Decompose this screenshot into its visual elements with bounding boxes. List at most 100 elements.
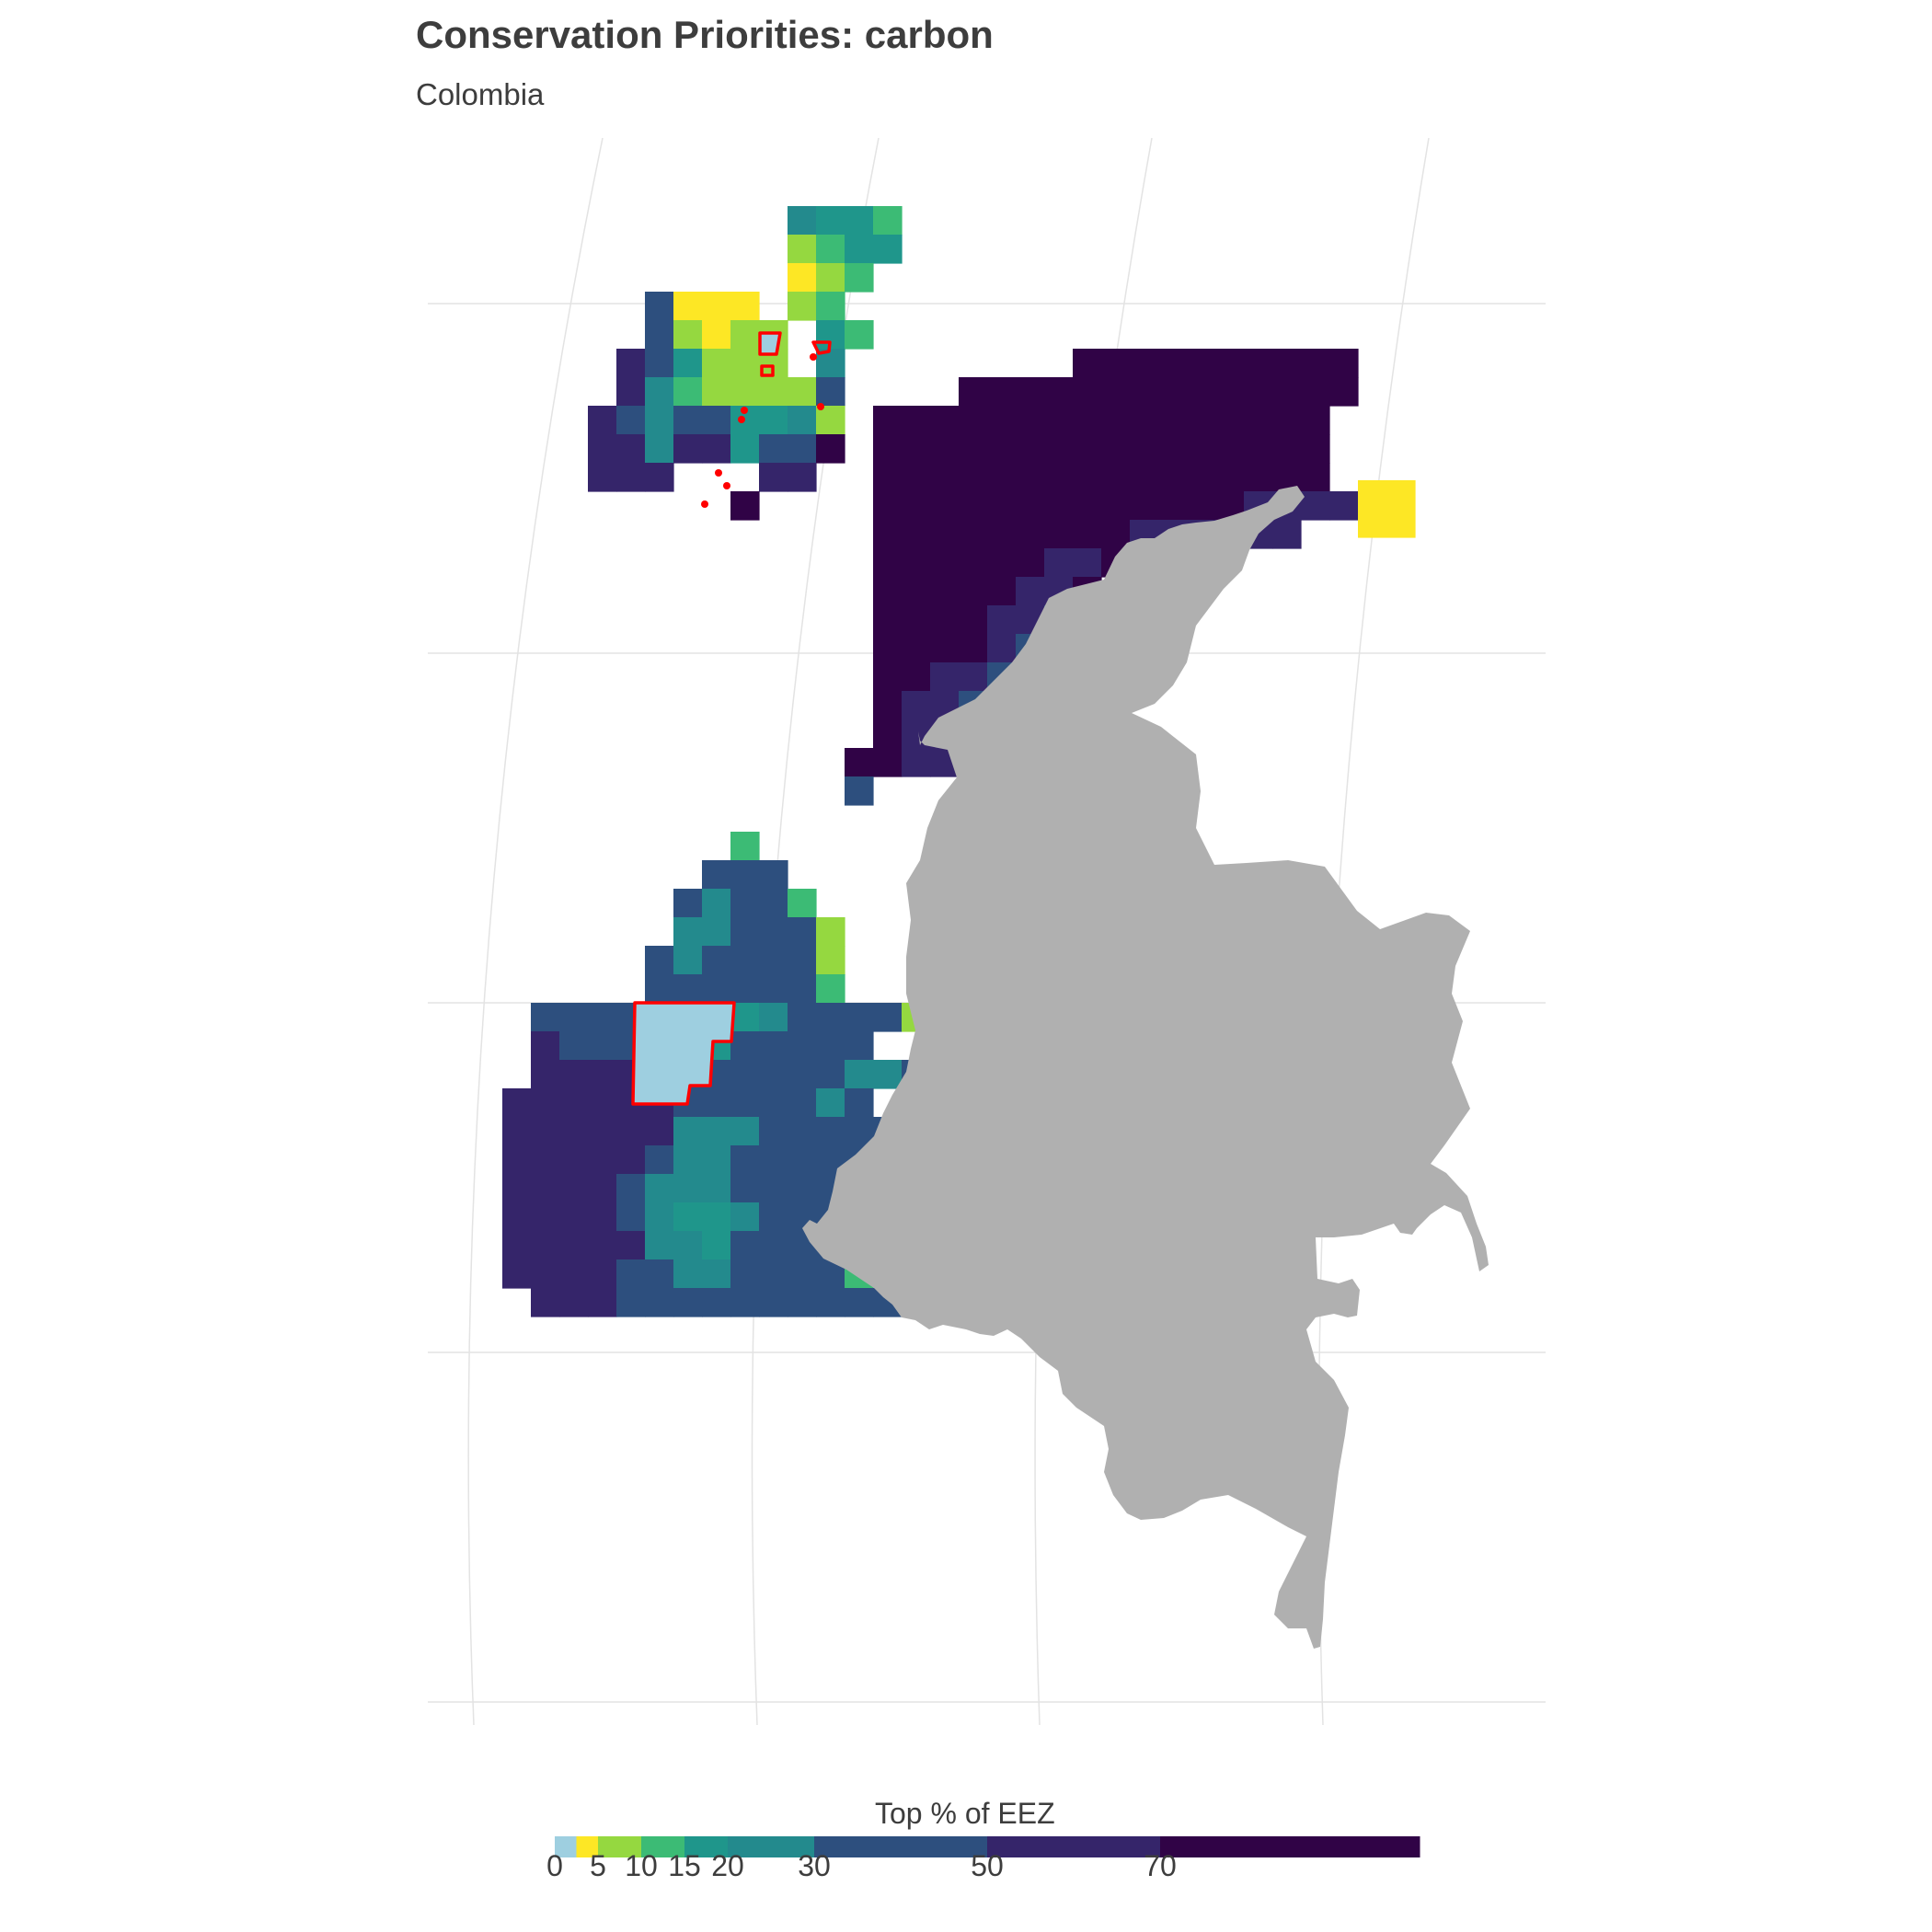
grid-cell <box>559 1031 589 1061</box>
grid-cell <box>1272 349 1302 378</box>
grid-cell <box>730 1202 760 1232</box>
grid-cell <box>673 889 703 918</box>
grid-cell <box>788 1145 817 1175</box>
grid-cell <box>645 406 674 435</box>
grid-cell <box>702 406 731 435</box>
grid-cell <box>788 1288 817 1317</box>
grid-cell <box>645 320 674 350</box>
grid-cell <box>1158 377 1188 407</box>
grid-cell <box>730 491 760 521</box>
grid-cell <box>588 1145 617 1175</box>
grid-cell <box>502 1259 532 1289</box>
grid-cell <box>588 1003 617 1032</box>
grid-cell <box>730 1231 760 1260</box>
grid-cell <box>673 320 703 350</box>
grid-cell <box>673 1174 703 1203</box>
grid-cell <box>902 491 931 521</box>
grid-cell <box>1329 349 1359 378</box>
legend-bin <box>684 1836 729 1857</box>
grid-cell <box>588 1031 617 1061</box>
grid-cell <box>1215 463 1245 492</box>
legend-tick-label: 50 <box>971 1849 1004 1882</box>
grid-cell <box>1272 406 1302 435</box>
grid-cell <box>702 377 731 407</box>
grid-cell <box>673 974 703 1004</box>
grid-cell <box>588 1117 617 1146</box>
grid-cell <box>588 1060 617 1089</box>
grid-cell <box>1073 434 1102 464</box>
grid-cell <box>788 1031 817 1061</box>
grid-cell <box>816 292 845 321</box>
grid-cell <box>845 320 874 350</box>
grid-cell <box>788 1003 817 1032</box>
grid-cell <box>987 548 1017 578</box>
grid-cell <box>1073 491 1102 521</box>
map-subtitle: Colombia <box>416 77 545 111</box>
grid-cell <box>788 974 817 1004</box>
grid-cell <box>673 349 703 378</box>
grid-cell <box>1101 463 1131 492</box>
grid-cell <box>531 1288 560 1317</box>
protected-area-dot <box>741 407 748 414</box>
grid-cell <box>1244 349 1273 378</box>
legend-bin <box>814 1836 988 1857</box>
grid-cell <box>816 1088 845 1118</box>
grid-cell <box>616 1174 646 1203</box>
grid-cell <box>1244 434 1273 464</box>
priority-grid <box>502 206 1416 1317</box>
grid-cell <box>616 1231 646 1260</box>
grid-cell <box>702 1288 731 1317</box>
grid-cell <box>759 406 788 435</box>
grid-cell <box>788 1060 817 1089</box>
grid-cell <box>616 434 646 464</box>
grid-cell <box>816 1288 845 1317</box>
grid-cell <box>502 1088 532 1118</box>
grid-cell <box>1044 491 1074 521</box>
grid-cell <box>502 1231 532 1260</box>
legend-bin <box>641 1836 685 1857</box>
legend-bin <box>555 1836 577 1857</box>
legend-title: Top % of EEZ <box>875 1797 1055 1830</box>
grid-cell <box>788 406 817 435</box>
grid-cell <box>1044 520 1074 549</box>
grid-cell <box>959 662 988 692</box>
grid-cell <box>1301 377 1330 407</box>
grid-cell <box>1187 491 1216 521</box>
grid-cell <box>1187 377 1216 407</box>
grid-cell <box>531 1031 560 1061</box>
grid-cell <box>816 377 845 407</box>
grid-cell <box>1358 480 1416 538</box>
grid-cell <box>673 292 703 321</box>
grid-cell <box>873 235 903 264</box>
grid-cell <box>1244 406 1273 435</box>
grid-cell <box>759 463 788 492</box>
grid-cell <box>502 1174 532 1203</box>
grid-cell <box>730 832 760 861</box>
grid-cell <box>816 1117 845 1146</box>
grid-cell <box>673 1259 703 1289</box>
protected-area-dot <box>701 500 708 508</box>
grid-cell <box>1158 491 1188 521</box>
grid-cell <box>845 776 874 806</box>
grid-cell <box>816 1060 845 1089</box>
grid-cell <box>673 434 703 464</box>
grid-cell <box>759 1031 788 1061</box>
grid-cell <box>559 1174 589 1203</box>
grid-cell <box>930 605 960 635</box>
grid-cell <box>902 434 931 464</box>
grid-cell <box>730 1060 760 1089</box>
grid-cell <box>702 946 731 975</box>
grid-cell <box>702 320 731 350</box>
protected-area-outline <box>760 364 775 377</box>
grid-cell <box>987 634 1017 663</box>
grid-cell <box>616 1145 646 1175</box>
grid-cell <box>588 1231 617 1260</box>
grid-cell <box>1130 434 1159 464</box>
grid-cell <box>873 406 903 435</box>
grid-cell <box>616 1259 646 1289</box>
grid-cell <box>730 1117 760 1146</box>
grid-cell <box>1158 463 1188 492</box>
grid-cell <box>645 377 674 407</box>
grid-cell <box>873 206 903 236</box>
grid-cell <box>1044 463 1074 492</box>
